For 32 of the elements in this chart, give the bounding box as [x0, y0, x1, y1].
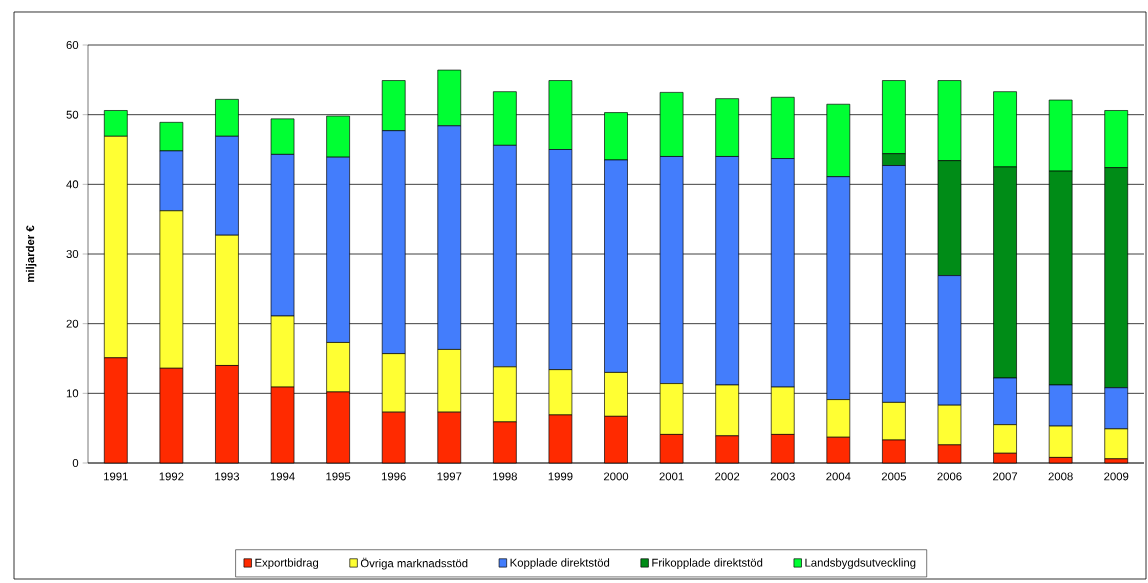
x-tick-label: 2004	[826, 472, 851, 481]
x-tick-label: 1997	[437, 472, 462, 481]
legend-label: Kopplade direktstöd	[510, 558, 610, 569]
x-tick-label: 1999	[548, 472, 573, 481]
x-tick-label: 2001	[659, 472, 684, 481]
y-tick-label: 10	[66, 389, 79, 398]
y-tick-label: 0	[72, 459, 79, 468]
x-tick-label: 2000	[603, 472, 629, 481]
y-tick-label: 60	[66, 41, 79, 50]
legend-label: Landsbygdsutveckling	[805, 558, 916, 569]
x-tick-label: 2002	[715, 472, 740, 481]
x-tick-label: 2007	[993, 472, 1018, 481]
y-tick-label: 40	[66, 180, 79, 189]
x-tick-label: 2008	[1048, 472, 1073, 481]
x-tick-label: 2005	[881, 472, 907, 481]
x-tick-label: 1995	[326, 472, 351, 481]
x-tick-label: 2003	[770, 472, 795, 481]
x-tick-label: 1998	[493, 472, 517, 481]
legend-label: Exportbidrag	[255, 558, 319, 569]
y-tick-label: 50	[66, 110, 79, 119]
legend-label: Övriga marknadsstöd	[360, 557, 468, 570]
x-tick-label: 1993	[215, 472, 240, 481]
x-tick-label: 1991	[104, 472, 128, 481]
x-tick-label: 1996	[381, 472, 406, 481]
y-tick-label: 20	[66, 319, 79, 328]
x-tick-label: 2006	[937, 472, 962, 481]
x-tick-label: 1994	[270, 472, 295, 481]
x-tick-label: 2009	[1104, 472, 1129, 481]
legend-label: Frikopplade direktstöd	[652, 558, 763, 569]
x-tick-label: 1992	[159, 472, 184, 481]
y-tick-label: 30	[66, 250, 79, 259]
y-axis-title: miljarder €	[25, 225, 37, 282]
